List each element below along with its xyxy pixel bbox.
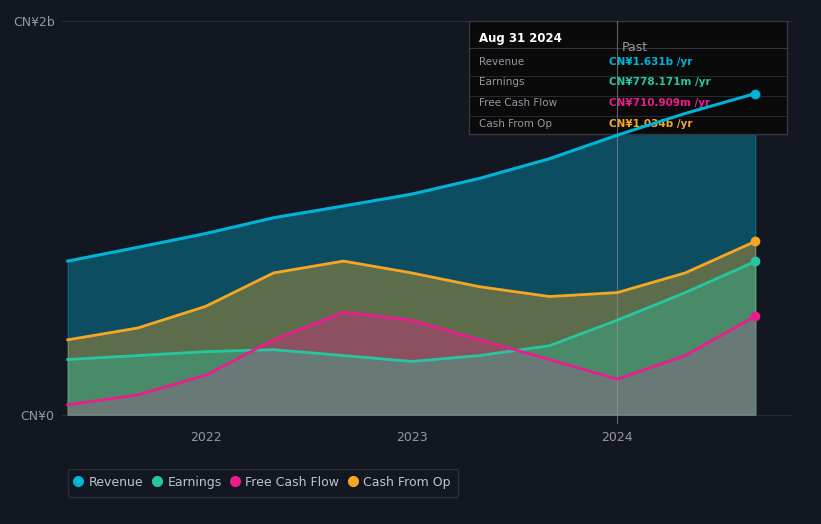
Text: Past: Past: [621, 41, 648, 53]
Legend: Revenue, Earnings, Free Cash Flow, Cash From Op: Revenue, Earnings, Free Cash Flow, Cash …: [68, 469, 458, 497]
